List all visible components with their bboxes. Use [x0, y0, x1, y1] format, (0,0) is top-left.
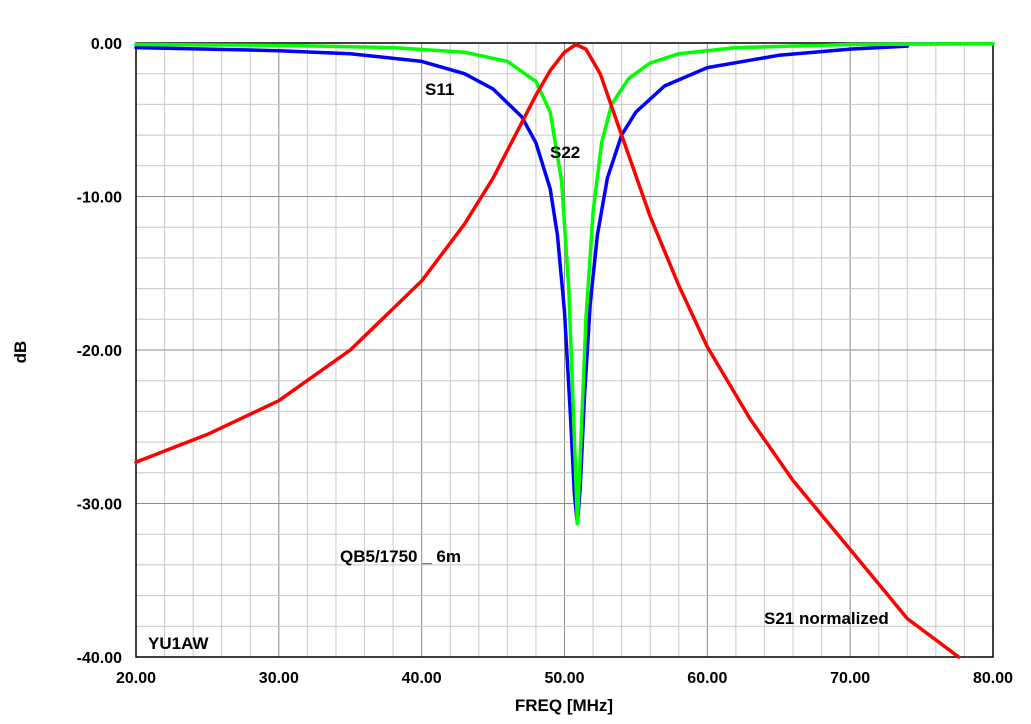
series-line-s11: [134, 44, 910, 526]
x-axis-label: FREQ [MHz]: [515, 696, 613, 715]
y-tick-label: 0.00: [91, 36, 122, 53]
x-tick-label: 70.00: [830, 670, 870, 687]
y-tick-label: -20.00: [77, 343, 122, 360]
y-tick-label: -40.00: [77, 650, 122, 667]
x-tick-label: 60.00: [687, 670, 727, 687]
x-tick-label: 40.00: [402, 670, 442, 687]
annotation-s22: S22: [550, 143, 580, 162]
annotation-author: YU1AW: [148, 634, 209, 653]
annotation-model: QB5/1750 _ 6m: [340, 547, 461, 566]
x-tick-label: 80.00: [973, 670, 1013, 687]
annotation-s21: S21 normalized: [764, 609, 889, 628]
y-tick-label: -30.00: [77, 497, 122, 514]
x-tick-label: 30.00: [259, 670, 299, 687]
x-tick-label: 20.00: [116, 670, 156, 687]
annotation-s11: S11: [425, 80, 454, 99]
grid: [135, 42, 994, 658]
x-tick-label: 50.00: [544, 670, 584, 687]
plot-frame: [135, 42, 994, 658]
tick-labels: 20.00 30.00 40.00 50.00 60.00 70.00 80.00 0.00 -…: [77, 36, 1013, 687]
series-layer: [134, 42, 995, 659]
y-tick-label: -10.00: [77, 190, 122, 207]
y-axis-label: dB: [11, 341, 30, 364]
series-line-s22: [134, 42, 995, 526]
series-line-s21-normalized: [134, 42, 961, 659]
